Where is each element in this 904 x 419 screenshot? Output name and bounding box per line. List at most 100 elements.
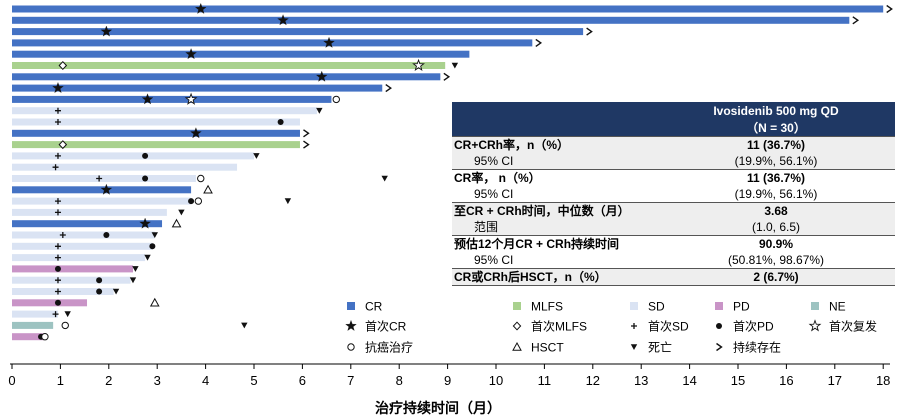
patient-bar-30 (12, 333, 44, 341)
row-value: 11 (36.7%) (657, 136, 895, 153)
legend-swatch (811, 302, 819, 310)
legend-swatch (347, 302, 355, 310)
death-triangle-icon (129, 277, 137, 284)
x-tick-label: 3 (154, 373, 161, 388)
first-cr-star-icon (190, 127, 202, 139)
first-sd-plus-icon (96, 175, 103, 182)
death-triangle-icon (112, 288, 120, 295)
first-cr-star-icon (139, 217, 151, 229)
x-axis-label: 治疗持续时间（月） (375, 400, 501, 416)
death-triangle-icon (451, 62, 459, 69)
legend-label: CR (365, 300, 383, 314)
patient-bar-20 (12, 220, 163, 228)
death-triangle-icon (284, 198, 292, 205)
death-triangle-icon (316, 107, 323, 114)
x-axis: 0 1 2 3 4 5 6 7 8 9 10 11 12 13 14 15 16 17 18 (8, 364, 890, 388)
first-cr-star-icon (345, 319, 357, 331)
x-tick-label: 17 (828, 373, 842, 388)
first-pd-dot-icon (103, 232, 110, 238)
anticancer-circle-icon (61, 321, 69, 330)
legend-label: 首次CR (365, 320, 407, 334)
first-cr-star-icon (100, 25, 113, 37)
legend-item-PD: PD (715, 300, 750, 314)
anticancer-circle-icon (332, 95, 340, 104)
legend-item-HSCT: HSCT (512, 341, 564, 355)
death-triangle-icon (630, 344, 638, 350)
table-row: 95% CI (19.9%, 56.1%) (452, 153, 895, 170)
x-tick-label: 14 (682, 373, 696, 388)
table-row: CR率， n（%） 11 (36.7%) (452, 169, 895, 186)
row-subvalue: (19.9%, 56.1%) (657, 153, 895, 170)
first-mlfs-diamond-icon (58, 60, 68, 71)
ongoing-arrow-icon (852, 16, 860, 25)
death-triangle-icon (144, 254, 151, 261)
patient-bar-15 (12, 163, 238, 171)
ongoing-arrow-icon (303, 129, 310, 138)
table-header-arm: Ivosidenib 500 mg QD (657, 102, 895, 119)
first-cr-star-icon (141, 93, 154, 105)
anticancer-circle-icon (41, 333, 49, 341)
legend-label: NE (829, 300, 846, 314)
first-sd-plus-icon (52, 311, 59, 318)
first-pd-dot-icon (96, 277, 103, 284)
first-sd-plus-icon (54, 277, 61, 284)
ongoing-arrow-icon (886, 4, 893, 14)
table-row: 95% CI (50.81%, 98.67%) (452, 252, 895, 269)
row-sublabel: 范围 (452, 219, 657, 236)
x-tick-label: 16 (779, 373, 793, 388)
first-pd-dot-icon (277, 119, 284, 125)
first-mlfs-diamond-icon (512, 321, 522, 331)
ongoing-arrow-icon (716, 342, 723, 352)
first-pd-dot-icon (716, 323, 722, 329)
legend-swatch (715, 302, 723, 310)
legend-item-CR: CR (347, 300, 383, 314)
first-sd-plus-icon (54, 209, 61, 216)
patient-bar-29 (12, 321, 54, 329)
patient-bar-10 (12, 107, 317, 115)
x-tick-label: 5 (250, 373, 257, 388)
first-relapse-star-icon (808, 319, 822, 332)
first-pd-dot-icon (188, 198, 195, 205)
death-triangle-icon (178, 209, 185, 216)
legend-item-首次PD: 首次PD (716, 320, 774, 334)
patient-bar-25 (12, 276, 131, 284)
first-cr-star-icon (323, 36, 335, 48)
x-tick-label: 7 (347, 373, 354, 388)
row-sublabel: 95% CI (452, 153, 657, 170)
row-value: 2 (6.7%) (657, 268, 895, 286)
first-sd-plus-icon (54, 152, 61, 159)
patient-bar-27 (12, 299, 88, 307)
legend-label: 首次SD (648, 320, 689, 334)
legend-label: 首次MLFS (531, 320, 587, 334)
first-cr-star-icon (52, 82, 64, 93)
patient-bar-19 (12, 208, 167, 216)
response-summary-table: Ivosidenib 500 mg QD （N = 30） CR+CRh率，n（… (452, 102, 895, 286)
legend-label: MLFS (531, 300, 563, 314)
legend-item-死亡: 死亡 (630, 341, 672, 355)
patient-bar-1 (12, 5, 884, 13)
patient-bar-2 (12, 16, 850, 24)
table-row: 范围 (1.0, 6.5) (452, 219, 895, 236)
first-sd-plus-icon (54, 243, 61, 250)
table-row: CR+CRh率，n（%） 11 (36.7%) (452, 136, 895, 153)
row-value: 11 (36.7%) (657, 169, 895, 186)
patient-bar-13 (12, 141, 300, 149)
ongoing-arrow-icon (303, 140, 310, 149)
table-header-n: （N = 30） (657, 119, 895, 137)
first-mlfs-diamond-icon (58, 140, 68, 150)
row-label: 至CR + CRh时间，中位数（月） (452, 202, 657, 219)
legend-label: SD (648, 300, 665, 314)
x-tick-label: 10 (489, 373, 503, 388)
patient-markers (38, 2, 893, 341)
row-label: CR率， n（%） (452, 169, 657, 186)
first-relapse-star-icon (184, 92, 198, 105)
legend-label: 首次复发 (829, 319, 877, 334)
legend-swatch (513, 302, 521, 310)
legend-item-首次SD: 首次SD (631, 320, 689, 334)
first-pd-dot-icon (142, 152, 149, 159)
hsct-triangle-icon (149, 297, 160, 307)
row-subvalue: (50.81%, 98.67%) (657, 252, 895, 269)
row-subvalue: (19.9%, 56.1%) (657, 186, 895, 203)
ongoing-arrow-icon (535, 38, 543, 47)
